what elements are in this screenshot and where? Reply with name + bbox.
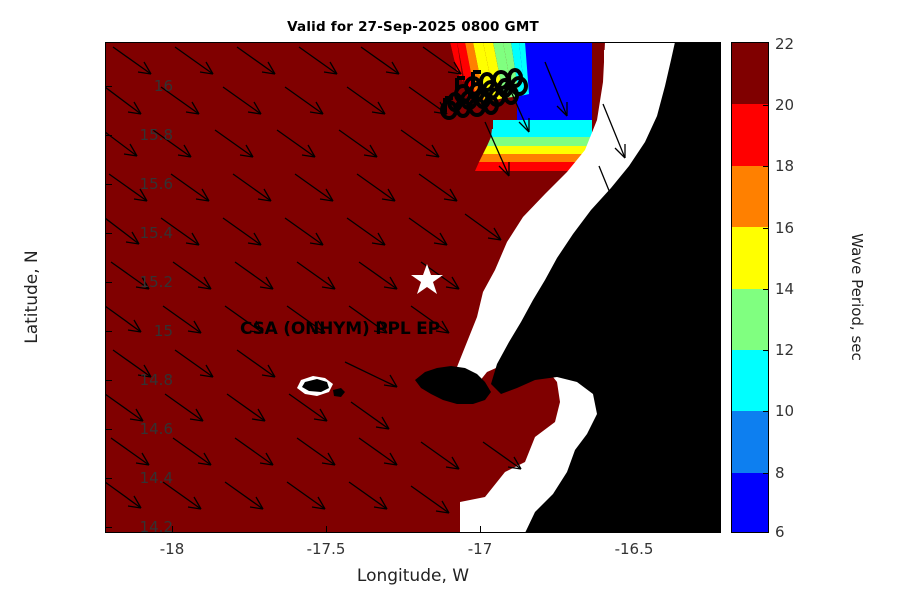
colorbar-band-18-20 — [732, 104, 768, 166]
landmass-black — [491, 42, 721, 533]
xtick-mark — [172, 526, 174, 533]
ytick-label-5: 15.2 — [139, 273, 173, 291]
xtick-label-3: -16.5 — [614, 540, 654, 558]
figure-title: Valid for 27-Sep-2025 0800 GMT — [287, 19, 539, 35]
peninsula-tip — [302, 379, 329, 392]
colorbar[interactable] — [731, 42, 769, 533]
ytick-mark — [105, 527, 112, 529]
ytick-label-1: 14.4 — [139, 469, 173, 487]
colorbar-tick-mark — [763, 228, 769, 230]
ytick-mark — [105, 380, 112, 382]
ytick-label-7: 15.6 — [139, 175, 173, 193]
xtick-label-2: -17 — [467, 540, 493, 558]
xtick-mark — [634, 526, 636, 533]
colorbar-band-8-10 — [732, 411, 768, 473]
colorbar-tick-mark — [763, 350, 769, 352]
ytick-mark — [105, 184, 112, 186]
colorbar-band-12-14 — [732, 288, 768, 350]
colorbar-tick-6: 6 — [775, 523, 785, 541]
offshore-islands — [611, 56, 641, 116]
station-star-marker — [411, 264, 443, 294]
ytick-mark — [105, 478, 112, 480]
colorbar-band-10-12 — [732, 349, 768, 412]
colorbar-tick-10: 10 — [775, 402, 795, 420]
colorbar-tick-mark — [763, 411, 769, 413]
ytick-mark — [105, 135, 112, 137]
colorbar-tick-8: 8 — [775, 464, 785, 482]
colorbar-tick-20: 20 — [775, 96, 795, 114]
ytick-mark — [105, 429, 112, 431]
y-axis-title: Latitude, N — [22, 250, 42, 344]
colorbar-band-16-18 — [732, 165, 768, 228]
xtick-label-0: -18 — [159, 540, 185, 558]
colorbar-tick-16: 16 — [775, 219, 795, 237]
xtick-mark — [480, 526, 482, 533]
map-plot-area[interactable]: CSA (ONHYM) PPL EP — [105, 42, 721, 533]
colorbar-tick-mark — [763, 105, 769, 107]
ytick-label-2: 14.6 — [139, 420, 173, 438]
ytick-label-6: 15.4 — [139, 224, 173, 242]
wave-direction-arrows — [105, 46, 626, 514]
xtick-mark — [326, 526, 328, 533]
ytick-mark — [105, 331, 112, 333]
cap-vert-peninsula — [415, 366, 491, 404]
map-vector-layer — [105, 42, 721, 533]
colorbar-tick-14: 14 — [775, 280, 795, 298]
colorbar-tick-mark — [763, 289, 769, 291]
ytick-label-0: 14.2 — [139, 518, 173, 536]
colorbar-title: Wave Period, sec — [848, 233, 866, 361]
ytick-label-9: 16 — [153, 77, 173, 95]
xtick-label-1: -17.5 — [306, 540, 346, 558]
ytick-label-8: 15.8 — [139, 126, 173, 144]
colorbar-band-20-22 — [732, 43, 768, 105]
ytick-mark — [105, 233, 112, 235]
colorbar-band-6-8 — [732, 472, 768, 532]
ytick-mark — [105, 86, 112, 88]
station-label: CSA (ONHYM) PPL EP — [240, 319, 440, 339]
coastal-islet — [333, 388, 345, 397]
x-axis-title: Longitude, W — [356, 566, 470, 586]
ytick-mark — [105, 282, 112, 284]
colorbar-tick-12: 12 — [775, 341, 795, 359]
ytick-label-4: 15 — [153, 322, 173, 340]
colorbar-tick-mark — [763, 473, 769, 475]
colorbar-band-14-16 — [732, 227, 768, 289]
colorbar-tick-18: 18 — [775, 157, 795, 175]
colorbar-tick-22: 22 — [775, 35, 795, 53]
colorbar-tick-mark — [763, 166, 769, 168]
ytick-label-3: 14.8 — [139, 371, 173, 389]
contour-label-cluster — [440, 68, 528, 120]
